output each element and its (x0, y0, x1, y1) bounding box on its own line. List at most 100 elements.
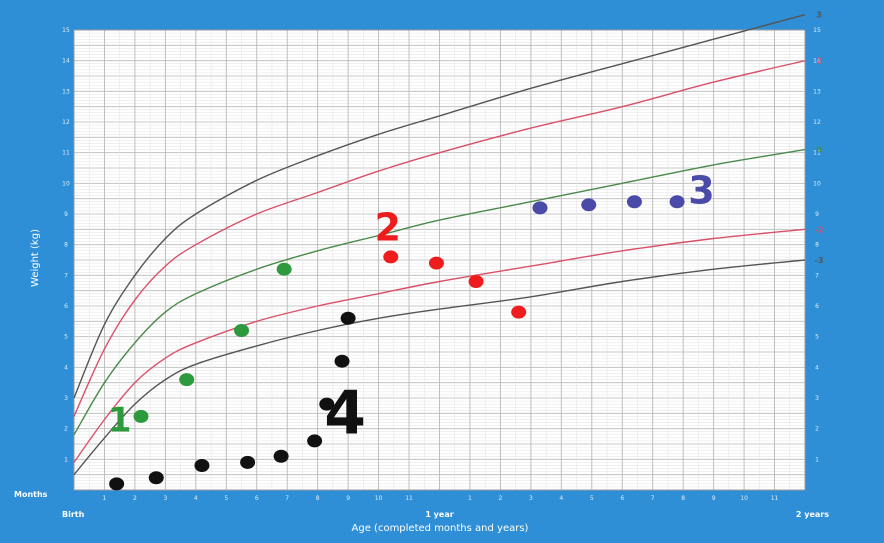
data-point (148, 471, 164, 485)
y-tick-label: 3 (64, 395, 68, 402)
x-tick-label: 4 (559, 495, 563, 502)
x-tick-label: 6 (255, 495, 259, 502)
reference-curve (73, 14, 806, 399)
data-point (468, 274, 484, 288)
x-tick-label: 5 (224, 495, 228, 502)
x-tick-label: 7 (285, 495, 289, 502)
reference-curve-label: 0 (816, 146, 822, 155)
y-tick-label: 15 (813, 27, 821, 34)
y-tick-label: 5 (815, 334, 819, 341)
x-axis-title: Age (completed months and years) (352, 523, 529, 534)
y-tick-label: 14 (62, 58, 70, 65)
data-points (109, 195, 685, 491)
data-point (428, 256, 444, 270)
data-point (307, 434, 323, 448)
data-point (273, 449, 289, 463)
y-tick-label: 8 (64, 242, 68, 249)
y-tick-label: 2 (64, 426, 68, 433)
y-tick-label: 9 (64, 211, 68, 218)
data-point (276, 262, 292, 276)
x-tick-label: 2 years (796, 510, 829, 519)
x-tick-label: 2 (133, 495, 137, 502)
y-tick-label: 14 (813, 58, 821, 65)
x-tick-label: 11 (405, 495, 413, 502)
reference-curve (73, 259, 806, 476)
y-tick-label: 15 (62, 27, 70, 34)
reference-curve-label: -2 (815, 225, 824, 234)
y-tick-label: 12 (813, 119, 821, 126)
y-tick-label: 8 (815, 242, 819, 249)
x-tick-label: 8 (316, 495, 320, 502)
x-tick-label: 7 (651, 495, 655, 502)
x-tick-label: 1 (468, 495, 472, 502)
x-tick-label: 2 (499, 495, 503, 502)
y-tick-label: 9 (815, 211, 819, 218)
y-tick-label: 7 (64, 272, 68, 279)
x-tick-label: 1 year (425, 510, 453, 519)
x-tick-label: 8 (681, 495, 685, 502)
reference-curve-label: 3 (816, 11, 822, 20)
y-tick-label: 13 (62, 88, 70, 95)
data-point (234, 324, 250, 338)
x-tick-label: 3 (529, 495, 533, 502)
reference-curve (73, 60, 806, 417)
y-tick-label: 2 (815, 426, 819, 433)
data-point (581, 198, 597, 212)
y-tick-label: 13 (813, 88, 821, 95)
x-tick-label: 3 (163, 495, 167, 502)
reference-curves: 3 2 0 -2 -3 (73, 11, 824, 476)
y-tick-label: 10 (813, 180, 821, 187)
x-tick-label: 1 (103, 495, 107, 502)
y-tick-label: 1 (64, 456, 68, 463)
x-tick-label: 9 (346, 495, 350, 502)
data-point (109, 477, 125, 491)
x-tick-label: 10 (740, 495, 748, 502)
y-tick-label: 7 (815, 272, 819, 279)
x-tick-label: 5 (590, 495, 594, 502)
reference-curve (73, 228, 806, 463)
x-tick-label: 10 (375, 495, 383, 502)
y-tick-label: 6 (815, 303, 819, 310)
months-label: Months (14, 490, 48, 499)
data-point (383, 250, 399, 264)
y-tick-label: 11 (813, 150, 821, 157)
data-point (179, 373, 195, 387)
y-tick-label: 3 (815, 395, 819, 402)
grid (73, 29, 806, 491)
reference-curve-label: 2 (816, 57, 822, 66)
data-point (626, 195, 642, 209)
series-number-label: 2 (374, 205, 400, 249)
reference-curve (73, 148, 806, 436)
x-tick-label: 9 (712, 495, 716, 502)
y-tick-label: 11 (62, 150, 70, 157)
y-tick-label: 12 (62, 119, 70, 126)
data-point (334, 354, 350, 368)
series-number-label: 1 (108, 400, 132, 440)
data-point (669, 195, 685, 209)
x-tick-label: 4 (194, 495, 198, 502)
y-tick-label: 4 (64, 364, 68, 371)
data-point (532, 201, 548, 215)
x-tick-label: 11 (771, 495, 779, 502)
data-point (194, 458, 210, 472)
y-tick-label: 6 (64, 303, 68, 310)
y-axis-title: Weight (kg) (30, 229, 41, 287)
data-point (319, 397, 335, 411)
x-tick-label: 6 (620, 495, 624, 502)
y-tick-label: 5 (64, 334, 68, 341)
data-point (133, 409, 149, 423)
y-tick-label: 4 (815, 364, 819, 371)
reference-curve-label: -3 (815, 256, 824, 265)
x-tick-label: Birth (62, 510, 85, 519)
series-labels: 1 2 3 4 (108, 168, 715, 448)
y-tick-label: 1 (815, 456, 819, 463)
data-point (240, 455, 256, 469)
series-number-label: 3 (688, 168, 714, 212)
data-point (511, 305, 527, 319)
series-number-label: 4 (324, 378, 366, 448)
y-tick-label: 10 (62, 180, 70, 187)
